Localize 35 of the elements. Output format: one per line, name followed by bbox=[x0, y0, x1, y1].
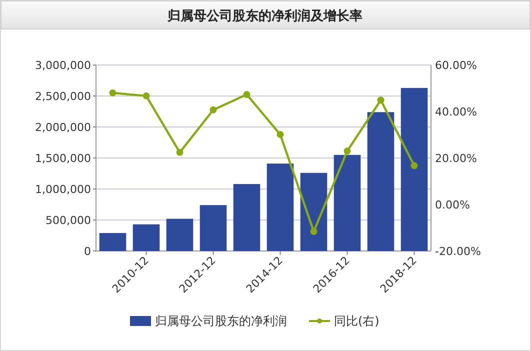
bar bbox=[233, 184, 260, 251]
bar bbox=[266, 164, 294, 251]
y-tick-label: 2,000,000 bbox=[35, 121, 91, 134]
bar bbox=[200, 205, 227, 251]
bar bbox=[367, 112, 394, 251]
point bbox=[310, 228, 318, 235]
y-tick-label: 2,500,000 bbox=[35, 90, 91, 103]
chart-title: 归属母公司股东的净利润及增长率 bbox=[166, 8, 362, 24]
y-tick-label: 3,000,000 bbox=[35, 59, 91, 72]
y2-tick-label: 60.00% bbox=[435, 59, 477, 72]
point bbox=[210, 106, 217, 114]
bar bbox=[334, 154, 361, 251]
point bbox=[176, 148, 184, 156]
y2-tick-label: -20.00% bbox=[435, 245, 481, 258]
bar bbox=[99, 233, 126, 251]
point bbox=[142, 92, 150, 100]
point bbox=[377, 96, 384, 104]
bar bbox=[400, 88, 428, 251]
y2-tick-label: 40.00% bbox=[435, 106, 477, 118]
bar bbox=[132, 224, 160, 251]
bar bbox=[166, 218, 194, 251]
point bbox=[410, 162, 418, 170]
y2-tick-label: 0.00% bbox=[435, 198, 470, 212]
y-tick-label: 500,000 bbox=[46, 214, 91, 227]
y-tick-label: 1,000,000 bbox=[35, 183, 91, 196]
point bbox=[243, 91, 250, 98]
bar bbox=[300, 172, 328, 251]
y2-tick-label: 20.00% bbox=[435, 152, 477, 165]
point bbox=[344, 148, 351, 155]
legend-label: 归属母公司股东的净利润 bbox=[155, 314, 287, 328]
y-tick-label: 1,500,000 bbox=[35, 152, 91, 165]
point bbox=[109, 89, 116, 96]
point bbox=[276, 131, 284, 138]
y-tick-label: 0 bbox=[84, 245, 91, 258]
legend-label: 同比(右) bbox=[334, 314, 380, 328]
